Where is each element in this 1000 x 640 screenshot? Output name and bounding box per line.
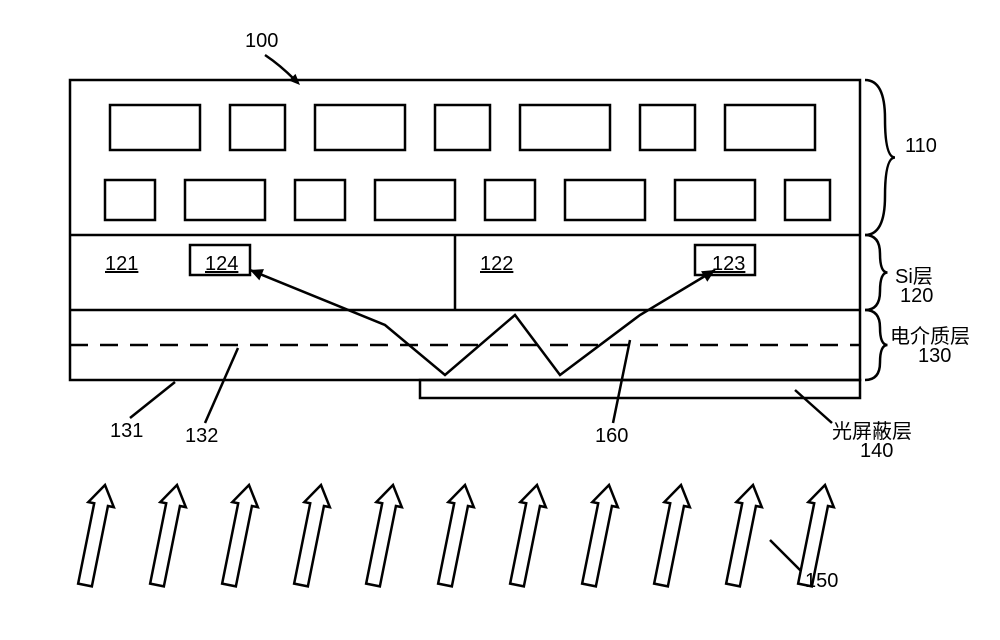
- light-arrow-1: [150, 485, 186, 586]
- row2-rect-1: [185, 180, 265, 220]
- label-l160: 160: [595, 425, 628, 448]
- row1-rect-1: [230, 105, 285, 150]
- row1-rect-0: [110, 105, 200, 150]
- label-l122: 122: [480, 253, 513, 276]
- diagram-svg: [20, 20, 980, 620]
- light-arrow-2: [222, 485, 258, 586]
- shield-box: [420, 380, 860, 398]
- leader-1: [205, 348, 238, 423]
- label-l132: 132: [185, 425, 218, 448]
- light-arrow-7: [582, 485, 618, 586]
- light-arrow-5: [438, 485, 474, 586]
- label-l150: 150: [805, 570, 838, 593]
- label-l124: 124: [205, 253, 238, 276]
- diagram-container: 100110Si层120电介质层130光屏蔽层14013113216015012…: [20, 20, 980, 620]
- row2-rect-5: [565, 180, 645, 220]
- label-l110: 110: [905, 135, 937, 158]
- leader-2: [613, 340, 630, 423]
- label-l131: 131: [110, 420, 143, 443]
- label-l130: 130: [918, 345, 951, 368]
- row2-rect-2: [295, 180, 345, 220]
- row2-rect-0: [105, 180, 155, 220]
- brace-110: [865, 80, 895, 235]
- zigzag-path: [250, 270, 715, 375]
- label-l140: 140: [860, 440, 893, 463]
- leader-3: [795, 390, 832, 423]
- light-arrow-9: [726, 485, 762, 586]
- row2-rect-4: [485, 180, 535, 220]
- light-arrow-3: [294, 485, 330, 586]
- light-arrow-8: [654, 485, 690, 586]
- row2-rect-6: [675, 180, 755, 220]
- label-l123: 123: [712, 253, 745, 276]
- row1-rect-4: [520, 105, 610, 150]
- leader-0: [130, 382, 175, 418]
- brace-130: [865, 310, 888, 380]
- row1-rect-3: [435, 105, 490, 150]
- row1-rect-5: [640, 105, 695, 150]
- light-arrow-4: [366, 485, 402, 586]
- row1-rect-2: [315, 105, 405, 150]
- brace-120: [865, 235, 888, 310]
- row2-rect-7: [785, 180, 830, 220]
- label-l120: 120: [900, 285, 933, 308]
- leader-100: [265, 55, 295, 80]
- label-l121: 121: [105, 253, 138, 276]
- light-arrow-6: [510, 485, 546, 586]
- label-l100: 100: [245, 30, 278, 53]
- row2-rect-3: [375, 180, 455, 220]
- main-box: [70, 80, 860, 380]
- light-arrow-0: [78, 485, 114, 586]
- row1-rect-6: [725, 105, 815, 150]
